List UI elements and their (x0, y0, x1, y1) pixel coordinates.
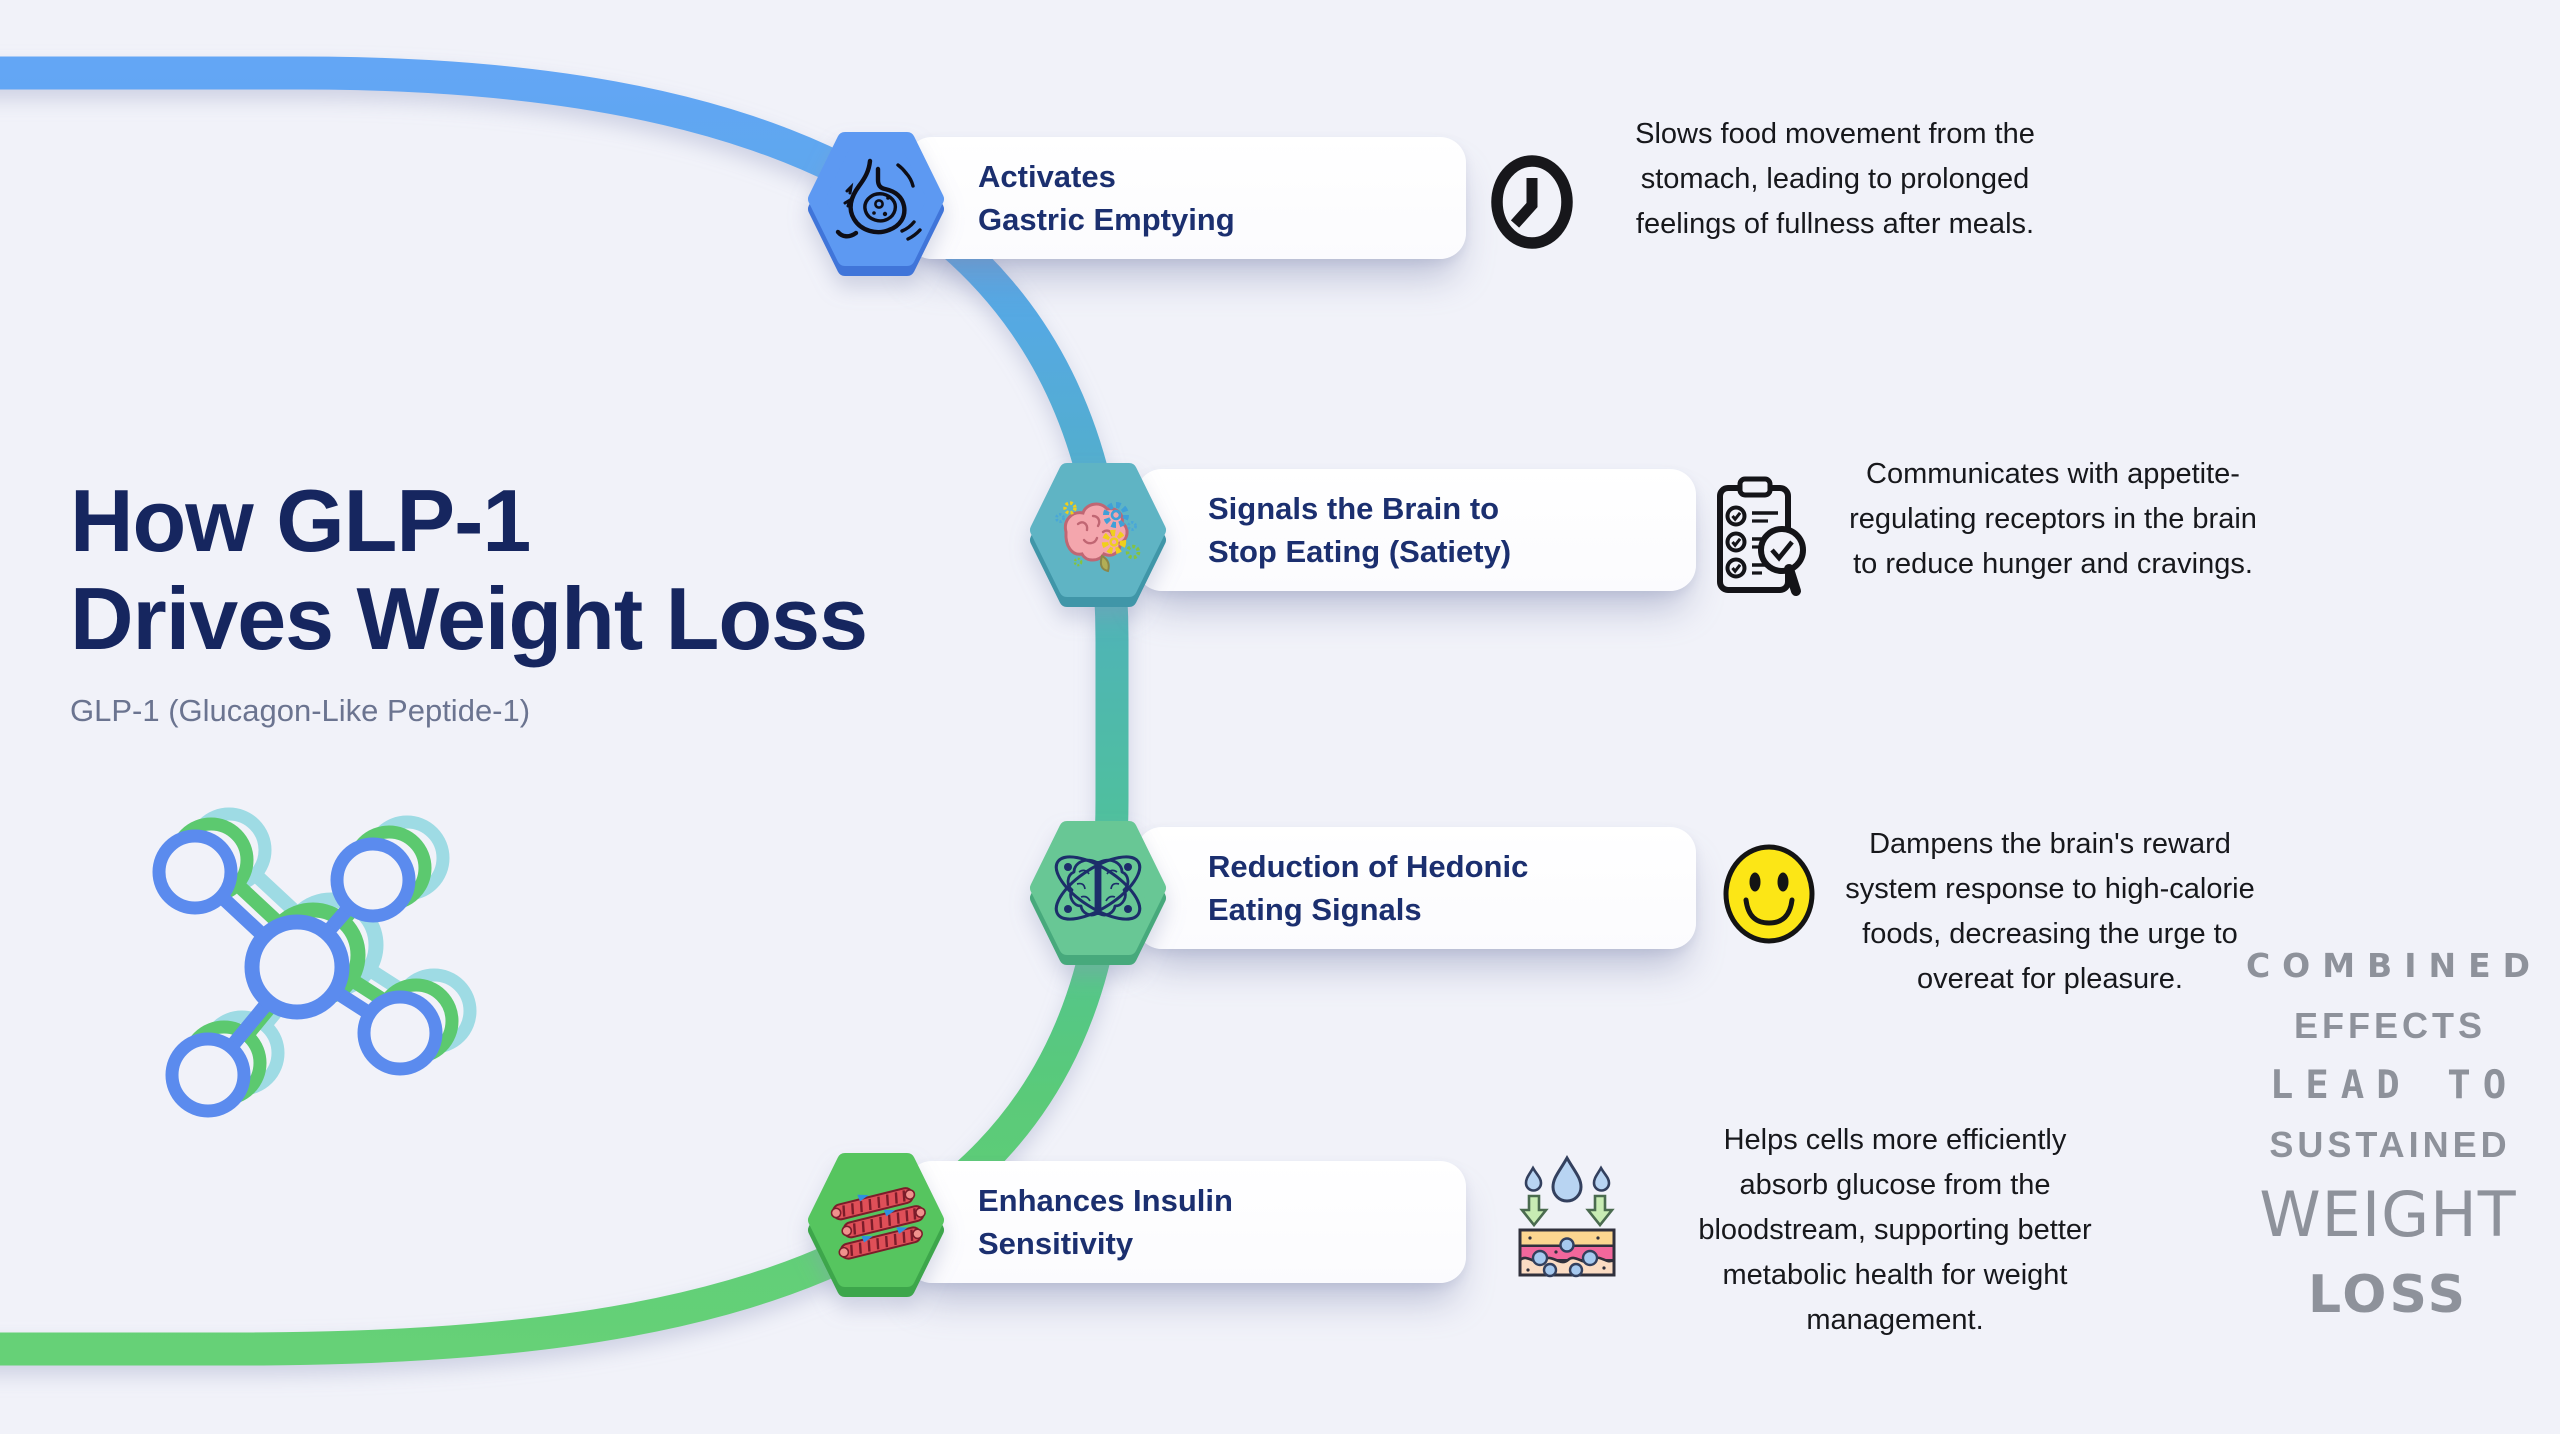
step-title: Enhances Insulin Sensitivity (978, 1182, 1233, 1261)
step-card-gastric-emptying: Activates Gastric Emptying (906, 137, 1466, 259)
combined-effects-line: LEAD TO (2269, 1063, 2519, 1108)
step-description: Helps cells more efficiently absorb gluc… (1698, 1124, 2092, 1336)
step-description: Communicates with appetite- regulating r… (1849, 458, 2257, 580)
smiley-icon (1722, 842, 1816, 946)
title-block: How GLP-1 Drives Weight Loss GLP-1 (Gluc… (70, 472, 970, 729)
step-title: Activates Gastric Emptying (978, 158, 1235, 237)
combined-effects-line: WEIGHT (2259, 1178, 2517, 1251)
combined-effects-line: LOSS (2307, 1265, 2469, 1325)
step-description: Dampens the brain's reward system respon… (1845, 828, 2255, 995)
glp1-molecule-icon (152, 807, 477, 1118)
checklist-magnifier-icon (1706, 474, 1818, 610)
skin-absorption-icon (1506, 1152, 1628, 1278)
step-card-satiety: Signals the Brain to Stop Eating (Satiet… (1136, 469, 1696, 591)
step-description: Slows food movement from the stomach, le… (1635, 118, 2035, 240)
combined-effects-line: EFFECTS (2293, 1005, 2486, 1046)
step-card-hedonic-signals: Reduction of Hedonic Eating Signals (1136, 827, 1696, 949)
page-subtitle: GLP-1 (Glucagon-Like Peptide-1) (70, 693, 531, 729)
page-title: How GLP-1 Drives Weight Loss (70, 471, 868, 668)
step-title: Reduction of Hedonic Eating Signals (1208, 848, 1529, 927)
step-title: Signals the Brain to Stop Eating (Satiet… (1208, 490, 1512, 569)
brain-gears-icon (1054, 501, 1141, 573)
combined-effects-line: SUSTAINED (2269, 1124, 2511, 1165)
clock-icon (1486, 150, 1578, 254)
brain-orbit-icon (1054, 855, 1142, 921)
step-card-insulin-sensitivity: Enhances Insulin Sensitivity (906, 1161, 1466, 1283)
combined-effects-stack: COMBINED EFFECTS LEAD TO SUSTAINED WEIGH… (2218, 946, 2558, 1325)
combined-effects-line: COMBINED (2245, 946, 2543, 985)
